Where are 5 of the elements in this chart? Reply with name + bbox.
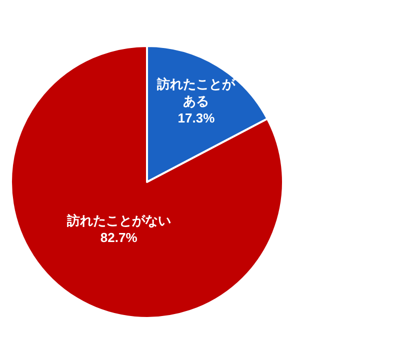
slice-label: 訪れたことがある xyxy=(156,75,236,110)
data-label: 17.3% xyxy=(176,109,216,126)
slice-label: 訪れたことがない xyxy=(66,212,172,229)
data-label: 82.7% xyxy=(99,228,138,246)
pie-slice xyxy=(10,45,284,319)
